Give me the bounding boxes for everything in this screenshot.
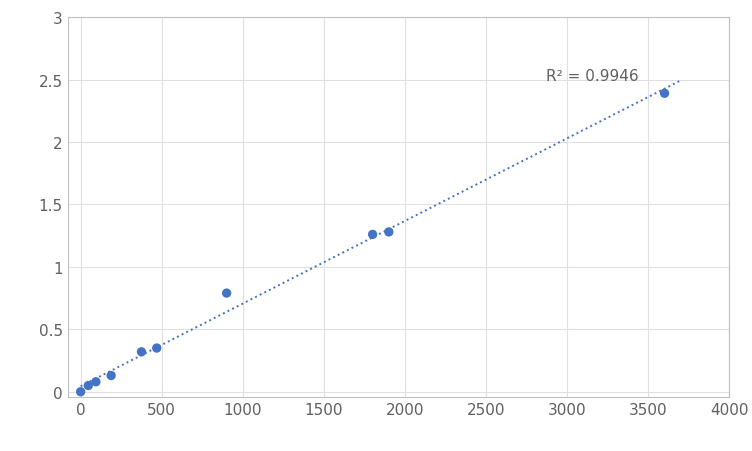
Point — [220, 290, 232, 297]
Point — [366, 231, 378, 239]
Point — [135, 349, 147, 356]
Point — [74, 388, 86, 396]
Point — [82, 382, 94, 389]
Point — [105, 372, 117, 379]
Point — [383, 229, 395, 236]
Point — [90, 378, 102, 386]
Text: R² = 0.9946: R² = 0.9946 — [546, 69, 638, 84]
Point — [659, 91, 671, 98]
Point — [150, 345, 162, 352]
